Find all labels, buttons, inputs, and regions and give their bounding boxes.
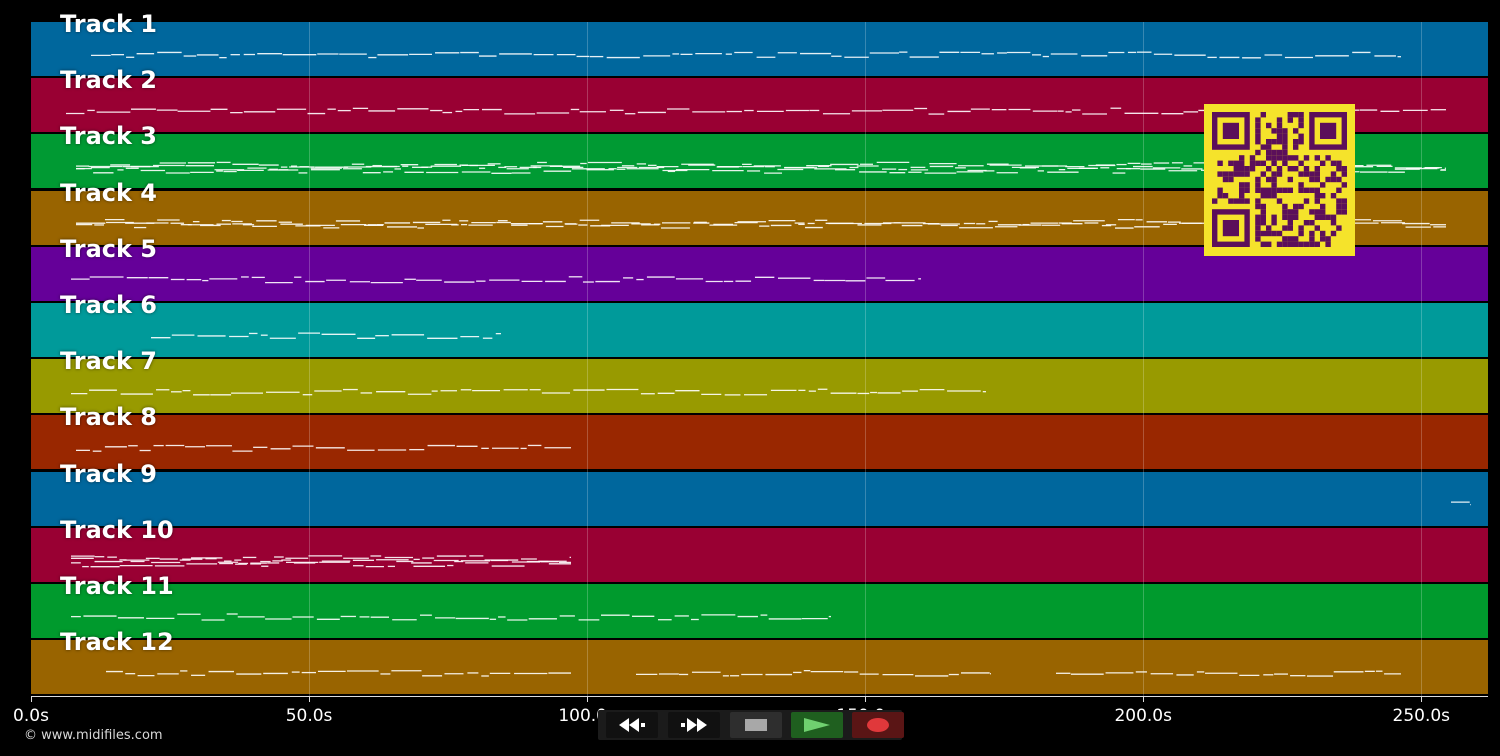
fast-forward-button[interactable]	[668, 712, 720, 738]
tick-mark	[31, 696, 32, 702]
qr-code	[1204, 104, 1355, 256]
track-label: Track 10	[60, 515, 174, 544]
rewind-button[interactable]	[606, 712, 658, 738]
track-label: Track 7	[60, 347, 158, 376]
track-label: Track 5	[60, 234, 158, 263]
record-button[interactable]	[852, 712, 904, 738]
rewind-icon	[617, 717, 647, 733]
track-lane-12	[31, 640, 1488, 695]
track-label: Track 4	[60, 178, 158, 207]
track-lane-11	[31, 584, 1488, 638]
track-lane-8	[31, 415, 1488, 470]
tick-label: 0.0s	[13, 706, 49, 726]
track-label: Track 6	[60, 291, 158, 319]
track-label: Track 8	[60, 403, 158, 432]
track-lanes: Track 1 Track 2 Track 3 Track 4 Track 5 Track…	[31, 12, 1488, 696]
tick-label: 50.0s	[285, 706, 333, 726]
track-lane-7	[31, 359, 1488, 414]
tick-mark	[587, 696, 589, 702]
transport-controls	[598, 710, 904, 740]
play-icon	[802, 717, 832, 733]
track-lane-1	[31, 22, 1488, 76]
time-axis	[31, 696, 1488, 697]
track-label: Track 12	[60, 628, 174, 657]
track-label: Track 1	[60, 10, 158, 38]
track-label: Track 2	[60, 66, 158, 95]
fast-forward-icon	[679, 717, 709, 733]
track-lane-9	[31, 471, 1488, 526]
tick-mark	[865, 696, 867, 702]
track-lane-6	[31, 303, 1488, 357]
tick-label: 200.0s	[1114, 706, 1172, 726]
track-label: Track 11	[60, 572, 174, 600]
stop-button[interactable]	[730, 712, 782, 738]
track-label: Track 9	[60, 459, 158, 488]
tick-mark	[309, 696, 311, 702]
stop-icon	[744, 718, 768, 732]
record-icon	[865, 717, 891, 733]
track-lane-10	[31, 527, 1488, 582]
play-button[interactable]	[791, 712, 843, 738]
tick-label: 250.0s	[1392, 706, 1451, 726]
tick-mark	[1421, 696, 1423, 702]
tick-mark	[1143, 696, 1145, 702]
track-label: Track 3	[60, 122, 158, 151]
copyright-text: © www.midifiles.com	[24, 728, 163, 743]
